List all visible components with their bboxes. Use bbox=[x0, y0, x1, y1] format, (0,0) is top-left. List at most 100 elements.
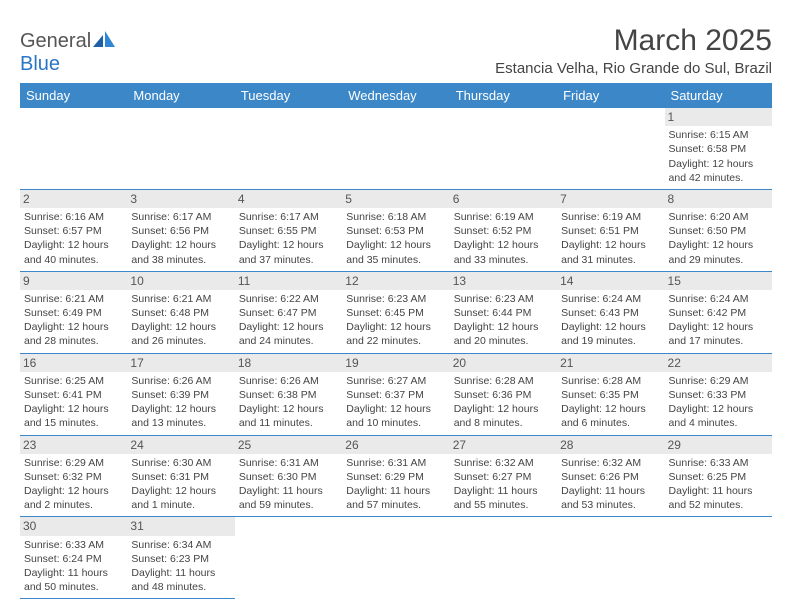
daylight-text: Daylight: 12 hours and 17 minutes. bbox=[669, 320, 768, 348]
daylight-text: Daylight: 12 hours and 38 minutes. bbox=[131, 238, 230, 266]
day-number: 15 bbox=[665, 272, 772, 290]
calendar-day-cell: 24Sunrise: 6:30 AMSunset: 6:31 PMDayligh… bbox=[127, 435, 234, 517]
calendar-day-cell: 11Sunrise: 6:22 AMSunset: 6:47 PMDayligh… bbox=[235, 271, 342, 353]
brand-name: GeneralBlue bbox=[20, 30, 115, 76]
calendar-empty-cell bbox=[342, 108, 449, 189]
daylight-text: Daylight: 12 hours and 26 minutes. bbox=[131, 320, 230, 348]
sunset-text: Sunset: 6:35 PM bbox=[561, 388, 660, 402]
calendar-empty-cell bbox=[342, 517, 449, 599]
day-header: Wednesday bbox=[342, 83, 449, 108]
sunset-text: Sunset: 6:58 PM bbox=[669, 142, 768, 156]
day-number: 21 bbox=[557, 354, 664, 372]
day-number: 2 bbox=[20, 190, 127, 208]
calendar-day-cell: 31Sunrise: 6:34 AMSunset: 6:23 PMDayligh… bbox=[127, 517, 234, 599]
calendar-header-row: SundayMondayTuesdayWednesdayThursdayFrid… bbox=[20, 83, 772, 108]
calendar-week-row: 1Sunrise: 6:15 AMSunset: 6:58 PMDaylight… bbox=[20, 108, 772, 189]
sunset-text: Sunset: 6:31 PM bbox=[131, 470, 230, 484]
calendar-day-cell: 2Sunrise: 6:16 AMSunset: 6:57 PMDaylight… bbox=[20, 189, 127, 271]
daylight-text: Daylight: 12 hours and 13 minutes. bbox=[131, 402, 230, 430]
daylight-text: Daylight: 12 hours and 20 minutes. bbox=[454, 320, 553, 348]
sunrise-text: Sunrise: 6:34 AM bbox=[131, 538, 230, 552]
sunset-text: Sunset: 6:50 PM bbox=[669, 224, 768, 238]
brand-logo: GeneralBlue bbox=[20, 30, 115, 76]
location-subtitle: Estancia Velha, Rio Grande do Sul, Brazi… bbox=[495, 60, 772, 77]
day-number: 7 bbox=[557, 190, 664, 208]
sunset-text: Sunset: 6:36 PM bbox=[454, 388, 553, 402]
calendar-day-cell: 7Sunrise: 6:19 AMSunset: 6:51 PMDaylight… bbox=[557, 189, 664, 271]
day-number: 1 bbox=[665, 108, 772, 126]
calendar-page: GeneralBlue March 2025 Estancia Velha, R… bbox=[0, 0, 792, 609]
daylight-text: Daylight: 12 hours and 6 minutes. bbox=[561, 402, 660, 430]
sunrise-text: Sunrise: 6:33 AM bbox=[24, 538, 123, 552]
sunset-text: Sunset: 6:23 PM bbox=[131, 552, 230, 566]
day-header: Tuesday bbox=[235, 83, 342, 108]
sunset-text: Sunset: 6:48 PM bbox=[131, 306, 230, 320]
day-header: Friday bbox=[557, 83, 664, 108]
sunset-text: Sunset: 6:29 PM bbox=[346, 470, 445, 484]
calendar-day-cell: 5Sunrise: 6:18 AMSunset: 6:53 PMDaylight… bbox=[342, 189, 449, 271]
calendar-week-row: 30Sunrise: 6:33 AMSunset: 6:24 PMDayligh… bbox=[20, 517, 772, 599]
calendar-empty-cell bbox=[557, 108, 664, 189]
sunrise-text: Sunrise: 6:23 AM bbox=[454, 292, 553, 306]
sunrise-text: Sunrise: 6:19 AM bbox=[454, 210, 553, 224]
daylight-text: Daylight: 12 hours and 33 minutes. bbox=[454, 238, 553, 266]
calendar-day-cell: 28Sunrise: 6:32 AMSunset: 6:26 PMDayligh… bbox=[557, 435, 664, 517]
calendar-week-row: 23Sunrise: 6:29 AMSunset: 6:32 PMDayligh… bbox=[20, 435, 772, 517]
daylight-text: Daylight: 12 hours and 19 minutes. bbox=[561, 320, 660, 348]
calendar-day-cell: 27Sunrise: 6:32 AMSunset: 6:27 PMDayligh… bbox=[450, 435, 557, 517]
month-title: March 2025 bbox=[495, 24, 772, 58]
day-number: 30 bbox=[20, 517, 127, 535]
calendar-empty-cell bbox=[235, 108, 342, 189]
sunrise-text: Sunrise: 6:26 AM bbox=[131, 374, 230, 388]
sunrise-text: Sunrise: 6:17 AM bbox=[131, 210, 230, 224]
sunset-text: Sunset: 6:33 PM bbox=[669, 388, 768, 402]
brand-name-b: Blue bbox=[20, 53, 60, 75]
calendar-day-cell: 9Sunrise: 6:21 AMSunset: 6:49 PMDaylight… bbox=[20, 271, 127, 353]
daylight-text: Daylight: 12 hours and 22 minutes. bbox=[346, 320, 445, 348]
day-number: 24 bbox=[127, 436, 234, 454]
sunrise-text: Sunrise: 6:16 AM bbox=[24, 210, 123, 224]
sunrise-text: Sunrise: 6:24 AM bbox=[669, 292, 768, 306]
sunset-text: Sunset: 6:43 PM bbox=[561, 306, 660, 320]
sunrise-text: Sunrise: 6:29 AM bbox=[669, 374, 768, 388]
sunrise-text: Sunrise: 6:23 AM bbox=[346, 292, 445, 306]
calendar-empty-cell bbox=[235, 517, 342, 599]
sunrise-text: Sunrise: 6:21 AM bbox=[131, 292, 230, 306]
day-number: 20 bbox=[450, 354, 557, 372]
day-header: Saturday bbox=[665, 83, 772, 108]
day-number: 25 bbox=[235, 436, 342, 454]
sunset-text: Sunset: 6:51 PM bbox=[561, 224, 660, 238]
sunrise-text: Sunrise: 6:30 AM bbox=[131, 456, 230, 470]
sunset-text: Sunset: 6:44 PM bbox=[454, 306, 553, 320]
calendar-day-cell: 3Sunrise: 6:17 AMSunset: 6:56 PMDaylight… bbox=[127, 189, 234, 271]
daylight-text: Daylight: 12 hours and 40 minutes. bbox=[24, 238, 123, 266]
day-number: 29 bbox=[665, 436, 772, 454]
daylight-text: Daylight: 12 hours and 15 minutes. bbox=[24, 402, 123, 430]
sunset-text: Sunset: 6:42 PM bbox=[669, 306, 768, 320]
calendar-empty-cell bbox=[665, 517, 772, 599]
brand-name-a: General bbox=[20, 30, 91, 52]
day-number: 22 bbox=[665, 354, 772, 372]
sunrise-text: Sunrise: 6:27 AM bbox=[346, 374, 445, 388]
calendar-empty-cell bbox=[450, 108, 557, 189]
day-number: 9 bbox=[20, 272, 127, 290]
calendar-day-cell: 23Sunrise: 6:29 AMSunset: 6:32 PMDayligh… bbox=[20, 435, 127, 517]
calendar-day-cell: 26Sunrise: 6:31 AMSunset: 6:29 PMDayligh… bbox=[342, 435, 449, 517]
sunrise-text: Sunrise: 6:18 AM bbox=[346, 210, 445, 224]
calendar-day-cell: 20Sunrise: 6:28 AMSunset: 6:36 PMDayligh… bbox=[450, 353, 557, 435]
daylight-text: Daylight: 11 hours and 59 minutes. bbox=[239, 484, 338, 512]
sunrise-text: Sunrise: 6:19 AM bbox=[561, 210, 660, 224]
sunset-text: Sunset: 6:45 PM bbox=[346, 306, 445, 320]
page-header: GeneralBlue March 2025 Estancia Velha, R… bbox=[20, 24, 772, 77]
sunset-text: Sunset: 6:27 PM bbox=[454, 470, 553, 484]
day-number: 3 bbox=[127, 190, 234, 208]
calendar-day-cell: 12Sunrise: 6:23 AMSunset: 6:45 PMDayligh… bbox=[342, 271, 449, 353]
day-number: 16 bbox=[20, 354, 127, 372]
calendar-day-cell: 17Sunrise: 6:26 AMSunset: 6:39 PMDayligh… bbox=[127, 353, 234, 435]
sunset-text: Sunset: 6:38 PM bbox=[239, 388, 338, 402]
calendar-week-row: 2Sunrise: 6:16 AMSunset: 6:57 PMDaylight… bbox=[20, 189, 772, 271]
sunrise-text: Sunrise: 6:32 AM bbox=[454, 456, 553, 470]
sunset-text: Sunset: 6:24 PM bbox=[24, 552, 123, 566]
daylight-text: Daylight: 12 hours and 28 minutes. bbox=[24, 320, 123, 348]
day-number: 27 bbox=[450, 436, 557, 454]
